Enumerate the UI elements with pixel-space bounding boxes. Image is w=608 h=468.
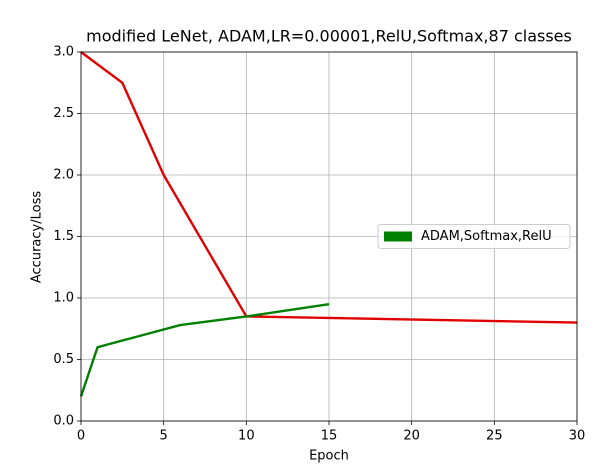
x-tick-label: 30 [569, 429, 586, 444]
x-axis-label: Epoch [309, 449, 349, 464]
legend-box [377, 224, 571, 249]
y-tick-label: 0.5 [53, 352, 74, 367]
y-tick-label: 3.0 [53, 45, 74, 60]
plot-frame [80, 51, 578, 422]
chart-title: modified LeNet, ADAM,LR=0.00001,RelU,Sof… [86, 27, 572, 46]
x-tick-label: 15 [321, 429, 338, 444]
y-tick-label: 2.5 [53, 106, 74, 121]
y-axis-label: Accuracy/Loss [30, 191, 45, 283]
data-line [79, 302, 330, 397]
x-tick-label: 10 [238, 429, 255, 444]
x-tick-label: 5 [160, 429, 168, 444]
data-line [80, 51, 578, 324]
y-tick-label: 2.0 [53, 168, 74, 183]
y-tick-label: 1.0 [53, 291, 74, 306]
x-tick-label: 20 [403, 429, 420, 444]
x-tick-label: 25 [486, 429, 503, 444]
y-tick-label: 1.5 [53, 229, 74, 244]
legend-swatch [384, 231, 412, 242]
legend-label: ADAM,Softmax,RelU [421, 229, 552, 244]
x-tick-label: 0 [77, 429, 85, 444]
y-tick-label: 0.0 [53, 414, 74, 429]
